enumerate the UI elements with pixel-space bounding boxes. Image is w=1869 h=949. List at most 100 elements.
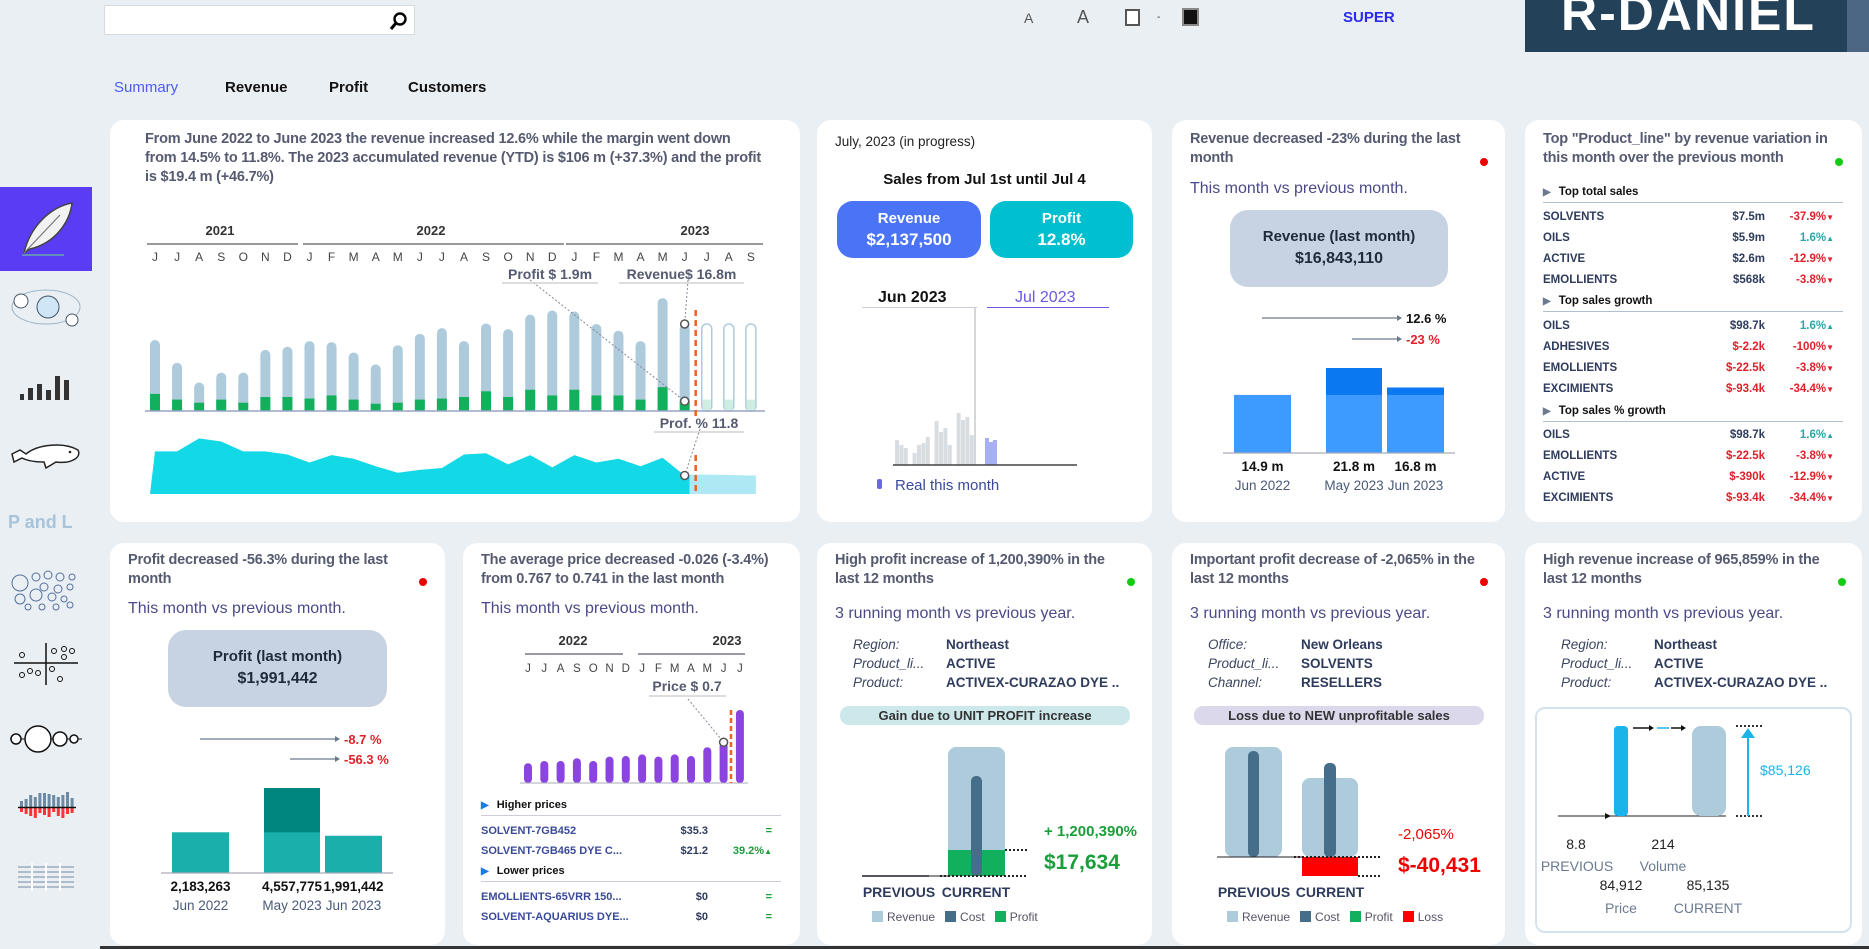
arrowhead <box>1681 725 1686 731</box>
month-label: D <box>283 250 292 264</box>
leader-line <box>529 279 685 402</box>
profit-bar <box>481 391 492 411</box>
negative-bar <box>61 808 65 818</box>
search-box[interactable] <box>104 5 415 35</box>
product-line-card: Top "Product_line" by revenue variation … <box>1525 120 1862 522</box>
expand-triangle-icon[interactable]: ▶ <box>1543 187 1551 198</box>
revenue-increase-card: High revenue increase of 965,859% in the… <box>1525 543 1862 945</box>
positive-negative-bars-icon[interactable] <box>8 783 84 833</box>
product-price-row[interactable]: SOLVENT-7GB452 $35.3 = <box>481 823 781 839</box>
margin-annotation: Prof. % 11.8 <box>660 415 739 431</box>
month-cur-label[interactable]: Jul 2023 <box>1015 289 1076 306</box>
positive-bar <box>29 795 33 807</box>
revenue-bar <box>370 364 381 411</box>
product-line-row[interactable]: EXCIMIENTS $-93.4k -34.4%▼ <box>1543 490 1843 506</box>
bar-date: Jun 2022 <box>1235 478 1291 493</box>
bar-value: 21.8 m <box>1333 459 1375 474</box>
negative-bar <box>38 808 42 813</box>
bar-chart-icon[interactable] <box>8 356 84 406</box>
row-name: OILS <box>1543 429 1570 441</box>
revenue-comparison-chart: 12.6 % -23 % 14.9 m Jun 2022 21.8 m May 2023 1… <box>1223 311 1455 493</box>
value-marker <box>679 319 690 329</box>
product-line-row[interactable]: EMOLLIENTS $-22.5k -3.8%▼ <box>1543 448 1843 464</box>
product-price-row[interactable]: SOLVENT-7GB465 DYE C... $21.2 39.2%▲ <box>481 843 781 859</box>
light-theme-button[interactable] <box>1125 9 1140 26</box>
product-line-row[interactable]: EMOLLIENTS $568k -3.8%▼ <box>1543 272 1843 288</box>
year-label: 2021 <box>206 223 235 238</box>
negative-bar <box>20 808 23 812</box>
attribute-value: ACTIVE <box>946 656 996 671</box>
product-line-row[interactable]: SOLVENTS $7.5m -37.9%▼ <box>1543 209 1843 225</box>
sidebar-item-feather[interactable] <box>0 187 92 271</box>
orbit-icon[interactable] <box>8 283 84 333</box>
row-pct: -3.8%▼ <box>1796 362 1834 374</box>
revenue-bar <box>172 362 183 411</box>
expand-triangle-icon[interactable]: ▶ <box>1543 296 1551 307</box>
expand-triangle-icon[interactable]: ▶ <box>481 866 489 877</box>
search-input[interactable] <box>109 7 379 33</box>
attribute-label: Channel: <box>1208 675 1263 690</box>
whale-icon[interactable] <box>8 428 84 478</box>
month-label: M <box>658 250 668 264</box>
comparison-bar-base <box>325 835 382 873</box>
current-cost-bar <box>1324 763 1336 857</box>
expand-triangle-icon[interactable]: ▶ <box>481 800 489 811</box>
month-label: J <box>704 250 710 264</box>
search-icon[interactable] <box>389 11 409 31</box>
font-increase-button[interactable]: A <box>1077 7 1090 27</box>
tab-summary[interactable]: Summary <box>114 79 179 96</box>
month-label: J <box>721 663 727 675</box>
product-line-row[interactable]: OILS $5.9m 1.6%▲ <box>1543 230 1843 246</box>
product-price-row[interactable]: EMOLLIENTS-65VRR 150... $0 = <box>481 889 781 905</box>
month-label: J <box>682 250 688 264</box>
status-dot-negative <box>1480 158 1488 166</box>
product-price-row[interactable]: SOLVENT-AQUARIUS DYE... $0 = <box>481 909 781 925</box>
arrowhead <box>1397 336 1402 342</box>
user-name[interactable]: SUPER <box>1343 9 1395 26</box>
price-value: 84,912 <box>1599 877 1643 893</box>
expand-triangle-icon[interactable]: ▶ <box>1543 406 1551 417</box>
arrowhead <box>1605 813 1611 819</box>
product-line-row[interactable]: OILS $98.7k 1.6%▲ <box>1543 318 1843 334</box>
tab-profit[interactable]: Profit <box>329 79 369 96</box>
profit-bar <box>370 403 381 411</box>
product-line-row[interactable]: EXCIMIENTS $-93.4k -34.4%▼ <box>1543 381 1843 397</box>
row-value: $-93.4k <box>1725 492 1765 504</box>
attribute-value: ACTIVEX-CURAZAO DYE .. <box>1654 675 1828 690</box>
month-label: N <box>526 250 535 264</box>
bar-date: Jun 2023 <box>1388 478 1444 493</box>
font-decrease-button[interactable]: A <box>1024 10 1034 26</box>
profit-bar <box>194 402 205 411</box>
negative-bar <box>52 808 56 812</box>
product-line-row[interactable]: OILS $98.7k 1.6%▲ <box>1543 427 1843 443</box>
july-heading: Sales from Jul 1st until Jul 4 <box>883 171 1086 188</box>
legend: Revenue Cost Profit <box>862 910 1038 924</box>
tab-revenue[interactable]: Revenue <box>225 79 288 96</box>
attribute-label: Office: <box>1208 637 1248 652</box>
product-line-row[interactable]: ACTIVE $2.6m -12.9%▼ <box>1543 251 1843 267</box>
june-day-bar <box>947 445 952 465</box>
summary-card: From June 2022 to June 2023 the revenue … <box>110 120 800 522</box>
section-title: Higher prices <box>496 799 568 811</box>
row-name: EMOLLIENTS <box>1543 450 1618 462</box>
attribute-value: SOLVENTS <box>1301 656 1373 671</box>
sidebar-item-p-and-l[interactable]: P and L <box>8 512 73 532</box>
variation-year: -8.7 % <box>344 732 382 747</box>
dark-theme-button[interactable] <box>1182 8 1199 26</box>
quadrant-scatter-icon[interactable] <box>8 639 84 689</box>
revenue-bar <box>458 341 469 411</box>
revenue-bar <box>282 346 293 411</box>
table-lines-icon[interactable] <box>8 851 84 901</box>
circle-chain-icon[interactable] <box>8 714 84 764</box>
forecast-profit-bar <box>746 399 755 411</box>
tab-customers[interactable]: Customers <box>408 79 487 96</box>
product-line-row[interactable]: EMOLLIENTS $-22.5k -3.8%▼ <box>1543 360 1843 376</box>
row-pct: 1.6%▲ <box>1799 232 1834 244</box>
row-pct: 39.2%▲ <box>732 845 772 857</box>
month-label: O <box>503 250 512 264</box>
bubbles-icon[interactable] <box>8 565 84 615</box>
product-line-row[interactable]: ADHESIVES $-2.2k -100%▼ <box>1543 339 1843 355</box>
product-line-row[interactable]: ACTIVE $-390k -12.9%▼ <box>1543 469 1843 485</box>
status-dot-positive <box>1835 158 1843 166</box>
june-day-bar <box>956 413 961 465</box>
